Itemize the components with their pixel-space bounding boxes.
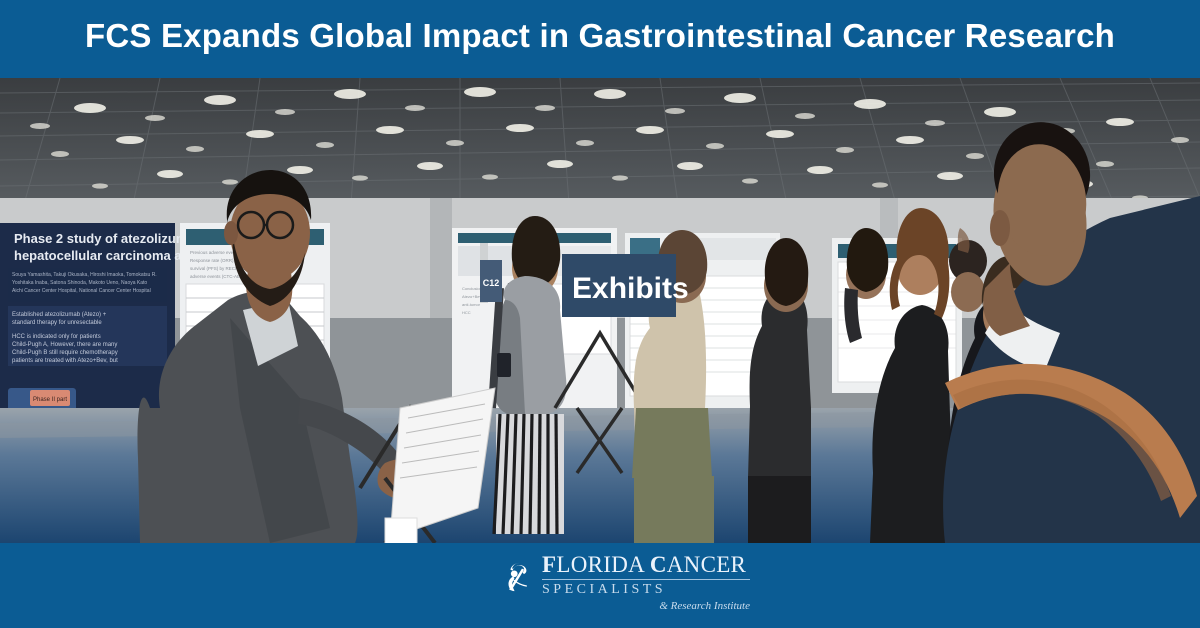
svg-text:standard therapy for unresecta: standard therapy for unresectable [12, 320, 102, 326]
svg-text:Child-Pugh B still require che: Child-Pugh B still require chemotherapy [12, 350, 118, 356]
svg-text:Yoshitaka Inaba, Satona Shinod: Yoshitaka Inaba, Satona Shinoda, Makoto … [12, 280, 147, 286]
svg-text:HCC is indicated only for pati: HCC is indicated only for patients [12, 334, 101, 340]
svg-text:Exhibits: Exhibits [572, 272, 689, 305]
svg-text:Established atezolizumab (Atez: Established atezolizumab (Atezo) + [12, 312, 107, 318]
svg-text:patients are treated with Atez: patients are treated with Atezo+Bev, but [12, 358, 118, 364]
svg-text:Souya Yamashita, Takuji Okusak: Souya Yamashita, Takuji Okusaka, Hiroshi… [12, 272, 157, 278]
svg-text:anti-tumor: anti-tumor [462, 302, 481, 307]
svg-text:HCC: HCC [462, 310, 471, 315]
svg-text:Atezo+Bev: Atezo+Bev [462, 294, 481, 299]
svg-text:C12: C12 [483, 278, 500, 288]
svg-text:Aichi Cancer Center Hospital,: Aichi Cancer Center Hospital, National C… [12, 288, 151, 294]
svg-text:Phase II part: Phase II part [33, 397, 67, 403]
svg-text:Child-Pugh A, However, there a: Child-Pugh A, However, there are many [12, 342, 117, 348]
